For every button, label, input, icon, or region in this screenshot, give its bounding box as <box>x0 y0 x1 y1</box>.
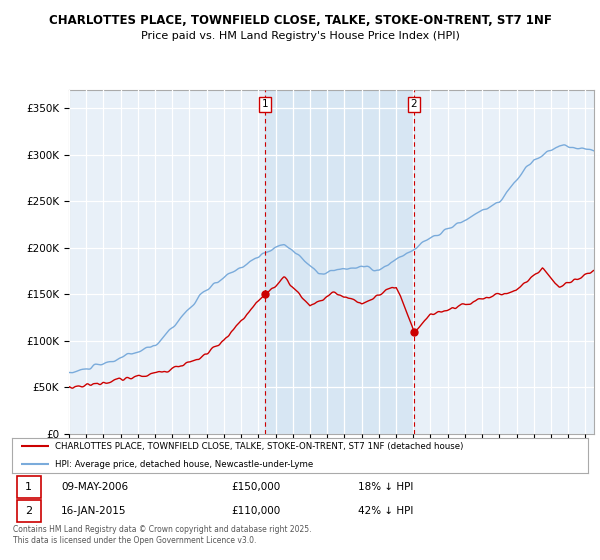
Text: HPI: Average price, detached house, Newcastle-under-Lyme: HPI: Average price, detached house, Newc… <box>55 460 313 469</box>
Text: 18% ↓ HPI: 18% ↓ HPI <box>358 482 413 492</box>
Text: Contains HM Land Registry data © Crown copyright and database right 2025.
This d: Contains HM Land Registry data © Crown c… <box>13 525 312 545</box>
Text: 1: 1 <box>25 482 32 492</box>
Text: £150,000: £150,000 <box>231 482 280 492</box>
FancyBboxPatch shape <box>17 477 41 498</box>
Text: 2: 2 <box>410 100 417 110</box>
Text: 2: 2 <box>25 506 32 516</box>
FancyBboxPatch shape <box>17 500 41 521</box>
Text: £110,000: £110,000 <box>231 506 280 516</box>
Bar <box>265 90 414 434</box>
Text: CHARLOTTES PLACE, TOWNFIELD CLOSE, TALKE, STOKE-ON-TRENT, ST7 1NF (detached hous: CHARLOTTES PLACE, TOWNFIELD CLOSE, TALKE… <box>55 442 464 451</box>
Text: CHARLOTTES PLACE, TOWNFIELD CLOSE, TALKE, STOKE-ON-TRENT, ST7 1NF: CHARLOTTES PLACE, TOWNFIELD CLOSE, TALKE… <box>49 14 551 27</box>
Text: 09-MAY-2006: 09-MAY-2006 <box>61 482 128 492</box>
Text: 42% ↓ HPI: 42% ↓ HPI <box>358 506 413 516</box>
Text: 1: 1 <box>262 100 268 110</box>
Text: Price paid vs. HM Land Registry's House Price Index (HPI): Price paid vs. HM Land Registry's House … <box>140 31 460 41</box>
Text: 16-JAN-2015: 16-JAN-2015 <box>61 506 127 516</box>
